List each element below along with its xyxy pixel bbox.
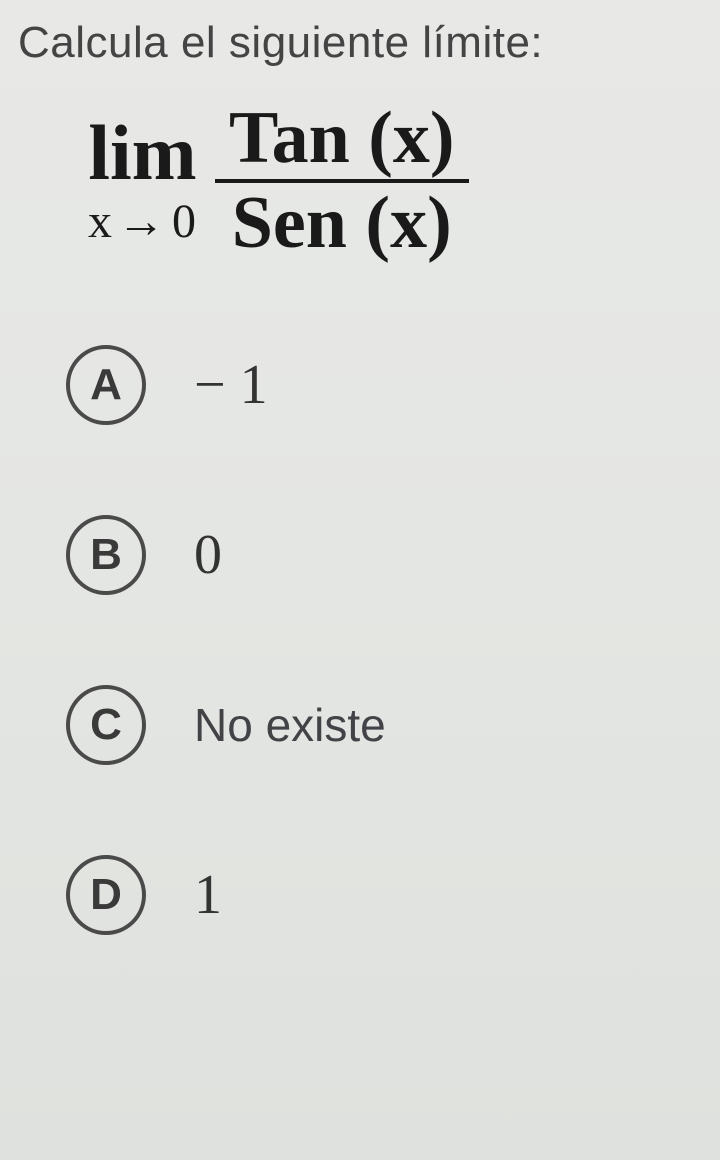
option-b-letter: B — [66, 515, 146, 595]
option-b[interactable]: B 0 — [66, 515, 702, 595]
limit-expression: lim x→0 Tan (x) Sen (x) — [88, 98, 702, 265]
option-c[interactable]: C No existe — [66, 685, 702, 765]
option-c-letter: C — [66, 685, 146, 765]
fraction-numerator: Tan (x) — [215, 98, 469, 179]
option-a-letter: A — [66, 345, 146, 425]
option-d-letter: D — [66, 855, 146, 935]
fraction: Tan (x) Sen (x) — [215, 98, 469, 265]
option-d[interactable]: D 1 — [66, 855, 702, 935]
lim-operator: lim x→0 — [88, 114, 197, 249]
lim-target: 0 — [172, 195, 197, 248]
option-a[interactable]: A − 1 — [66, 345, 702, 425]
options-list: A − 1 B 0 C No existe D 1 — [66, 345, 702, 935]
arrow-icon: → — [117, 194, 166, 249]
option-b-text: 0 — [194, 523, 222, 587]
question-text: Calcula el siguiente límite: — [18, 18, 702, 68]
option-a-text: − 1 — [194, 353, 268, 417]
fraction-denominator: Sen (x) — [218, 183, 466, 264]
lim-word: lim — [88, 114, 196, 192]
lim-var: x — [88, 195, 113, 248]
option-d-text: 1 — [194, 863, 222, 927]
lim-subscript: x→0 — [88, 194, 197, 249]
option-c-text: No existe — [194, 698, 386, 752]
